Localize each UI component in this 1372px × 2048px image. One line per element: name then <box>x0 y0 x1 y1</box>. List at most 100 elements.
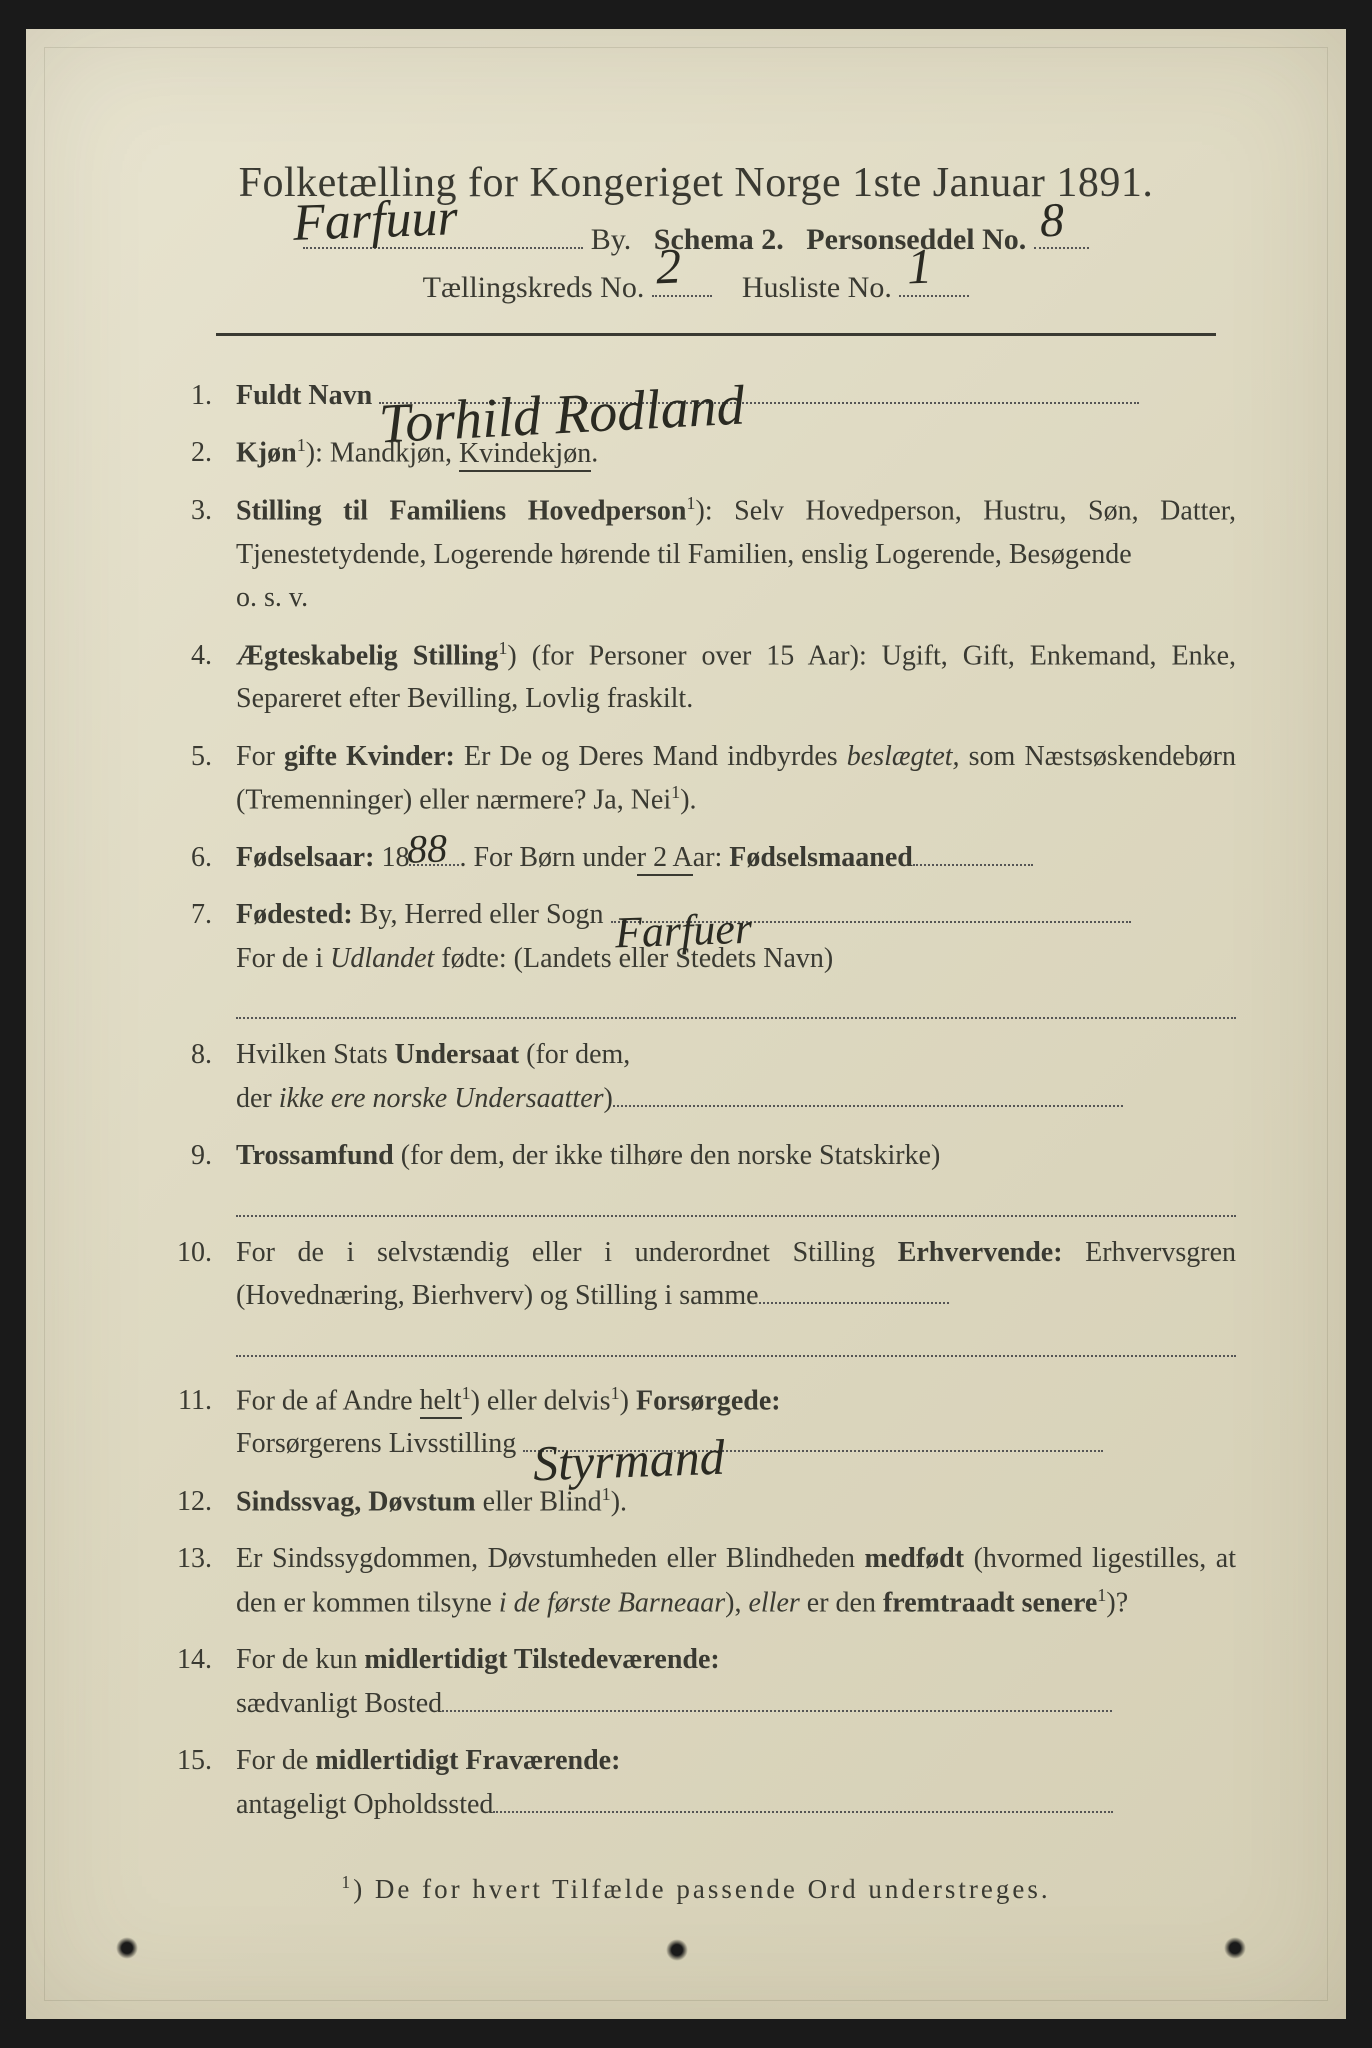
year-prefix: 18 <box>374 842 409 873</box>
year-field: 88 <box>409 838 459 866</box>
text: Er Sindssygdommen, Døvstumheden eller Bl… <box>236 1543 865 1574</box>
city-handwritten: Farfuur <box>292 188 459 253</box>
text: For de af Andre <box>236 1385 420 1416</box>
subtitle-row-1: Farfuur By. Schema 2. Personseddel No. 8 <box>156 219 1236 257</box>
item-6: 6. Fødselsaar: 1888. For Børn under 2 Aa… <box>166 836 1236 879</box>
text4: er den <box>800 1587 883 1618</box>
footnote-marker: 1 <box>341 1872 353 1892</box>
personseddel-no: 8 <box>1039 193 1065 249</box>
year-handwritten: 88 <box>406 817 448 880</box>
item-number: 5. <box>166 735 236 822</box>
field-label: Sindssvag, Døvstum <box>236 1486 476 1517</box>
italic: Udlandet <box>330 943 434 974</box>
text: eller Blind <box>476 1486 602 1517</box>
item-4: 4. Ægteskabelig Stilling1) (for Personer… <box>166 634 1236 721</box>
line2: sædvanligt Bosted <box>236 1688 442 1719</box>
footnote-ref: 1 <box>602 1484 611 1504</box>
punch-hole-icon <box>116 1937 138 1959</box>
item-number: 4. <box>166 634 236 721</box>
italic: i de første Barneaar <box>499 1587 725 1618</box>
item-body: Er Sindssygdommen, Døvstumheden eller Bl… <box>236 1537 1236 1624</box>
item-8: 8. Hvilken Stats Undersaat (for dem, der… <box>166 1033 1236 1120</box>
name-field: Torhild Rodland <box>379 402 1139 404</box>
tail: . <box>591 438 598 469</box>
item-body: Fødselsaar: 1888. For Børn under 2 Aar: … <box>236 836 1236 879</box>
text: For de <box>236 1745 315 1776</box>
italic-2: eller <box>748 1587 799 1618</box>
text: For de kun <box>236 1644 364 1675</box>
text2: (for dem, <box>519 1039 630 1070</box>
blank-field <box>442 1710 1112 1712</box>
item-number: 1. <box>166 374 236 417</box>
item-11: 11. For de af Andre helt1) eller delvis1… <box>166 1379 1236 1466</box>
underlined: helt <box>420 1385 462 1419</box>
item-number: 9. <box>166 1134 236 1217</box>
line2: antageligt Opholdssted <box>236 1789 493 1820</box>
item-9: 9. Trossamfund (for dem, der ikke tilhør… <box>166 1134 1236 1217</box>
occupation-field: Styrmand <box>523 1450 1103 1452</box>
field-label: midlertidigt Fraværende: <box>315 1745 620 1776</box>
footnote-ref: 1 <box>297 435 306 455</box>
item-body: Stilling til Familiens Hovedperson1): Se… <box>236 489 1236 620</box>
divider <box>216 333 1216 336</box>
kreds-field: 2 <box>652 267 712 297</box>
selected-option: Kvindekjøn <box>459 438 591 472</box>
line2: Forsørgerens Livsstilling <box>236 1428 516 1459</box>
item-1: 1. Fuldt Navn Torhild Rodland <box>166 374 1236 417</box>
item-body: For de kun midlertidigt Tilstedeværende:… <box>236 1638 1236 1725</box>
text: For de i selvstændig eller i underordnet… <box>236 1237 898 1268</box>
blank-line <box>236 980 1236 1019</box>
item-number: 14. <box>166 1638 236 1725</box>
tail: ). <box>611 1486 627 1517</box>
item-number: 8. <box>166 1033 236 1120</box>
text: (for dem, der ikke tilhøre den norske St… <box>394 1140 941 1171</box>
footnote-ref: 1 <box>686 493 695 513</box>
personseddel-field: 8 <box>1034 219 1089 249</box>
item-body: Fuldt Navn Torhild Rodland <box>236 374 1236 417</box>
item-number: 7. <box>166 893 236 1019</box>
field-label: Ægteskabelig Stilling <box>236 640 498 671</box>
field-label-2: fremtraadt senere <box>883 1587 1097 1618</box>
field-label: Fødselsaar: <box>236 842 374 873</box>
italic: beslægtet, <box>847 741 960 772</box>
tail: ). <box>680 784 696 815</box>
field-label: Fødested: <box>236 899 353 930</box>
footnote-ref-2: 1 <box>611 1383 620 1403</box>
mid: . For Børn unde <box>459 842 636 873</box>
footnote-text: ) De for hvert Tilfælde passende Ord und… <box>353 1874 1050 1904</box>
mid2: ) <box>620 1385 636 1416</box>
field-label: Kjøn <box>236 438 297 469</box>
item-number: 11. <box>166 1379 236 1466</box>
item-body: Ægteskabelig Stilling1) (for Personer ov… <box>236 634 1236 721</box>
mid2: ar: <box>693 842 730 873</box>
footnote: 1) De for hvert Tilfælde passende Ord un… <box>156 1872 1236 1905</box>
field-label: Erhvervende: <box>898 1237 1063 1268</box>
tail: )? <box>1106 1587 1128 1618</box>
item-number: 15. <box>166 1739 236 1826</box>
field-label: Fuldt Navn <box>236 380 372 411</box>
pre: For <box>236 741 284 772</box>
item-body: Sindssvag, Døvstum eller Blind1). <box>236 1480 1236 1524</box>
item-body: Hvilken Stats Undersaat (for dem, der ik… <box>236 1033 1236 1120</box>
form-content: Folketælling for Kongeriget Norge 1ste J… <box>156 159 1236 1905</box>
item-12: 12. Sindssvag, Døvstum eller Blind1). <box>166 1480 1236 1524</box>
text: Er De og Deres Mand indbyrdes <box>455 741 847 772</box>
item-14: 14. For de kun midlertidigt Tilstedevære… <box>166 1638 1236 1725</box>
item-body: Kjøn1): Mandkjøn, Kvindekjøn. <box>236 431 1236 475</box>
birthplace-handwritten: Farfuer <box>613 895 752 968</box>
item-body: For de af Andre helt1) eller delvis1) Fo… <box>236 1379 1236 1466</box>
field-label: Undersaat <box>395 1039 519 1070</box>
item-body: For de midlertidigt Fraværende: antageli… <box>236 1739 1236 1826</box>
census-form-page: Folketælling for Kongeriget Norge 1ste J… <box>26 29 1346 2019</box>
kreds-label: Tællingskreds No. <box>423 271 645 304</box>
item-13: 13. Er Sindssygdommen, Døvstumheden elle… <box>166 1537 1236 1624</box>
item-number: 13. <box>166 1537 236 1624</box>
line2b: ) <box>604 1083 613 1114</box>
husliste-label: Husliste No. <box>742 271 892 304</box>
italic: ikke ere norske Undersaatter <box>279 1083 604 1114</box>
birthplace-field: Farfuer <box>611 921 1131 923</box>
blank-field <box>493 1811 1113 1813</box>
items-list: 1. Fuldt Navn Torhild Rodland 2. Kjøn1):… <box>156 374 1236 1826</box>
item-body: For gifte Kvinder: Er De og Deres Mand i… <box>236 735 1236 822</box>
footnote-ref: 1 <box>671 782 680 802</box>
